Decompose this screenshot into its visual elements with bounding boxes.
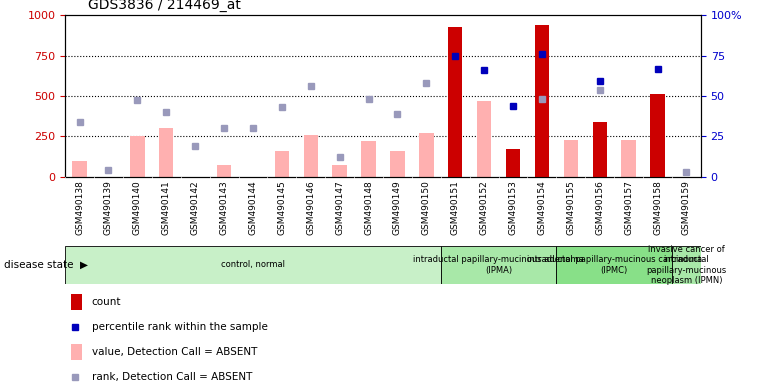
Text: GSM490144: GSM490144	[248, 180, 257, 235]
Text: GSM490138: GSM490138	[75, 180, 84, 235]
Bar	[419, 133, 434, 177]
Text: intraductal papillary-mucinous carcinoma
(IPMC): intraductal papillary-mucinous carcinoma…	[527, 255, 702, 275]
Text: GSM490149: GSM490149	[393, 180, 402, 235]
Bar	[672, 246, 701, 284]
Text: GSM490157: GSM490157	[624, 180, 633, 235]
Bar	[275, 151, 289, 177]
Bar	[440, 246, 556, 284]
Text: GSM490148: GSM490148	[364, 180, 373, 235]
Bar	[217, 166, 231, 177]
Text: GSM490156: GSM490156	[595, 180, 604, 235]
Bar	[362, 141, 376, 177]
Text: control, normal: control, normal	[221, 260, 285, 270]
Text: GSM490147: GSM490147	[336, 180, 344, 235]
Text: GSM490140: GSM490140	[133, 180, 142, 235]
Text: GSM490143: GSM490143	[220, 180, 228, 235]
Text: GSM490139: GSM490139	[104, 180, 113, 235]
Text: value, Detection Call = ABSENT: value, Detection Call = ABSENT	[92, 347, 257, 357]
Text: percentile rank within the sample: percentile rank within the sample	[92, 322, 267, 332]
Bar	[650, 94, 665, 177]
Bar	[556, 246, 672, 284]
Bar	[506, 149, 520, 177]
Text: GSM490150: GSM490150	[422, 180, 430, 235]
Bar	[70, 344, 82, 360]
Text: GSM490146: GSM490146	[306, 180, 316, 235]
Bar	[70, 294, 82, 310]
Text: disease state  ▶: disease state ▶	[4, 260, 88, 270]
Text: count: count	[92, 297, 121, 307]
Bar	[448, 26, 463, 177]
Text: GSM490155: GSM490155	[566, 180, 575, 235]
Bar	[159, 128, 173, 177]
Bar	[130, 136, 145, 177]
Bar	[332, 166, 347, 177]
Text: rank, Detection Call = ABSENT: rank, Detection Call = ABSENT	[92, 372, 252, 382]
Text: GSM490158: GSM490158	[653, 180, 662, 235]
Bar	[564, 139, 578, 177]
Text: GSM490141: GSM490141	[162, 180, 171, 235]
Text: GSM490154: GSM490154	[538, 180, 546, 235]
Text: GSM490142: GSM490142	[191, 180, 200, 235]
Text: GSM490145: GSM490145	[277, 180, 286, 235]
Text: GSM490152: GSM490152	[480, 180, 489, 235]
Bar	[390, 151, 404, 177]
Bar	[65, 246, 440, 284]
Bar	[593, 122, 607, 177]
Text: GSM490153: GSM490153	[509, 180, 518, 235]
Text: invasive cancer of
intraductal
papillary-mucinous
neoplasm (IPMN): invasive cancer of intraductal papillary…	[647, 245, 727, 285]
Text: GDS3836 / 214469_at: GDS3836 / 214469_at	[88, 0, 241, 12]
Bar	[621, 139, 636, 177]
Bar	[477, 101, 491, 177]
Text: GSM490159: GSM490159	[682, 180, 691, 235]
Text: GSM490151: GSM490151	[450, 180, 460, 235]
Bar	[72, 161, 87, 177]
Bar	[303, 135, 318, 177]
Text: intraductal papillary-mucinous adenoma
(IPMA): intraductal papillary-mucinous adenoma (…	[413, 255, 584, 275]
Bar	[535, 25, 549, 177]
